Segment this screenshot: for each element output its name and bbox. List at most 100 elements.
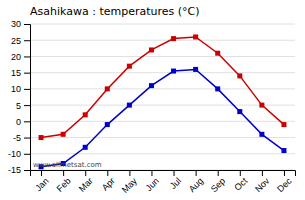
- tick-mark: [41, 170, 42, 176]
- tick-mark: [129, 170, 130, 176]
- marker: [281, 148, 286, 153]
- tick: 20: [11, 52, 30, 62]
- tick-label: Mar: [77, 176, 95, 194]
- axis-line: [31, 171, 296, 177]
- tick-mark: [24, 121, 30, 122]
- tick-mark: [24, 40, 30, 41]
- tick-label: Jun: [144, 176, 161, 193]
- tick-mark: [24, 154, 30, 155]
- tick: Feb: [55, 170, 73, 194]
- tick-label: 20: [11, 52, 21, 62]
- tick-label: 10: [11, 84, 21, 94]
- tick-label: Feb: [55, 176, 73, 194]
- line: [41, 37, 284, 138]
- grid-line: [30, 105, 295, 106]
- grid-line: [30, 40, 295, 41]
- tick: 25: [11, 36, 30, 46]
- marker: [259, 103, 264, 108]
- marker: [237, 109, 242, 114]
- tick: -5: [13, 133, 30, 143]
- y-axis: -15 -10 -5 0 5 10 15 20 25 30: [8, 19, 31, 175]
- tick-label: 5: [16, 100, 21, 110]
- tick-label: -15: [8, 165, 21, 175]
- tick-label: 0: [16, 117, 21, 127]
- tick-mark: [151, 170, 152, 176]
- grid: [30, 24, 295, 170]
- tick-label: Jan: [33, 176, 50, 193]
- title: Asahikawa : temperatures (°C): [30, 5, 200, 18]
- tick-mark: [85, 170, 86, 176]
- tick-label: Sep: [209, 176, 227, 194]
- marker: [127, 64, 132, 69]
- marker: [127, 103, 132, 108]
- tick: Mar: [77, 170, 95, 194]
- marker: [105, 122, 110, 127]
- tick-mark: [262, 170, 263, 176]
- marker: [281, 122, 286, 127]
- tick: Jan: [33, 170, 50, 193]
- tick: May: [120, 170, 139, 195]
- marker: [193, 67, 198, 72]
- tick-label: -10: [8, 149, 21, 159]
- tick: 5: [16, 100, 30, 110]
- tick-mark: [63, 170, 64, 176]
- tick-mark: [24, 170, 30, 171]
- tick-mark: [24, 73, 30, 74]
- marker: [83, 112, 88, 117]
- marker: [215, 86, 220, 91]
- tick: -15: [8, 165, 30, 175]
- marker: [259, 132, 264, 137]
- marker: [105, 86, 110, 91]
- tick-mark: [240, 170, 241, 176]
- grid-line: [30, 24, 295, 25]
- marker: [83, 145, 88, 150]
- tick-label: Oct: [232, 175, 249, 192]
- grid-line: [30, 153, 295, 154]
- tick-label: Nov: [253, 175, 272, 194]
- tick: Apr: [100, 170, 117, 193]
- x-axis: Jan FebMar AprMay Jun Jul AugSep OctNovDec: [31, 170, 296, 195]
- tick-label: May: [120, 175, 139, 194]
- tick: Jul: [168, 170, 183, 191]
- grid-line: [30, 88, 295, 89]
- tick: 10: [11, 84, 30, 94]
- grid-line: [30, 121, 295, 122]
- tick: 0: [16, 117, 30, 127]
- tick: Nov: [253, 170, 272, 194]
- tick-label: Aug: [187, 176, 205, 194]
- marker: [39, 135, 44, 140]
- marker: [171, 69, 176, 74]
- tick: Oct: [232, 170, 249, 193]
- tick: Aug: [187, 170, 205, 194]
- tick-mark: [174, 170, 175, 176]
- tick-mark: [107, 170, 108, 176]
- marker: [171, 36, 176, 41]
- marker: [237, 73, 242, 78]
- tick-mark: [284, 170, 285, 176]
- tick: Jun: [144, 170, 161, 193]
- plot: -15 -10 -5 0 5 10 15 20 25 30 Jan FebMar AprMay Jun Ju…: [8, 19, 296, 195]
- tick-label: Jul: [168, 176, 183, 191]
- line: [41, 69, 284, 166]
- tick-mark: [196, 170, 197, 176]
- grid-line: [30, 72, 295, 73]
- marker: [149, 83, 154, 88]
- marker: [215, 51, 220, 56]
- tick-label: -5: [13, 133, 21, 143]
- axis-line: [24, 25, 31, 171]
- tick-mark: [218, 170, 219, 176]
- tick-mark: [24, 138, 30, 139]
- tick-mark: [24, 105, 30, 106]
- chart: Asahikawa : temperatures (°C) -15 -10 -5 0 5 1…: [0, 0, 305, 200]
- tick-label: Dec: [275, 175, 294, 194]
- tick-label: 30: [11, 19, 21, 29]
- marker: [149, 47, 154, 52]
- tick: Sep: [209, 170, 227, 194]
- tick: 15: [11, 68, 30, 78]
- tick-label: Apr: [100, 176, 117, 193]
- watermark: www.allmetsat.com: [33, 161, 102, 169]
- tick-mark: [24, 24, 30, 25]
- tick: 30: [11, 19, 30, 29]
- grid-line: [30, 137, 295, 138]
- tick-label: 15: [11, 68, 21, 78]
